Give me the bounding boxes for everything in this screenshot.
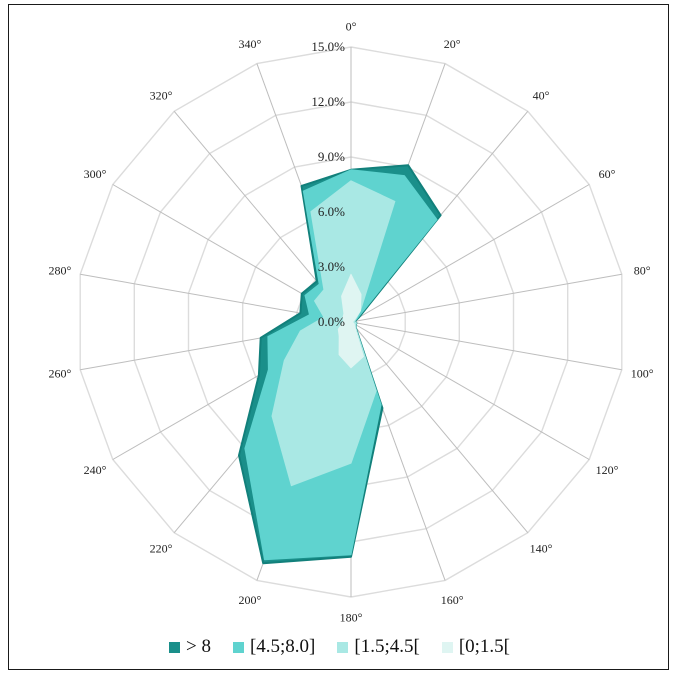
legend-item-3: [0;1.5[ [441,636,511,658]
grid-spoke-5 [350,321,622,371]
grid-spoke-7 [350,321,529,534]
legend-swatch-2 [337,641,349,653]
legend-item-0: > 8 [168,636,211,658]
radial-tick-label-5: 15.0% [311,39,345,54]
legend-swatch-0 [168,641,180,653]
legend-label-2: [1.5;4.5[ [354,636,420,657]
direction-label-12: 240° [84,463,107,477]
direction-label-14: 280° [48,264,71,278]
legend-label-3: [0;1.5[ [458,636,511,657]
direction-label-7: 140° [530,542,553,556]
grid-spoke-6 [350,321,590,460]
direction-label-15: 300° [84,167,107,181]
legend-label-0: > 8 [185,636,211,657]
grid-spoke-3 [350,184,590,323]
direction-label-0: 0° [346,19,357,33]
grid-spoke-4 [350,273,622,323]
legend-item-2: [1.5;4.5[ [337,636,420,658]
direction-label-11: 220° [150,542,173,556]
series-area-3 [337,273,364,369]
direction-label-10: 200° [238,593,261,607]
legend-swatch-1 [232,641,244,653]
direction-label-6: 120° [596,463,619,477]
series-layer [238,164,442,565]
direction-label-13: 260° [48,366,71,380]
direction-label-3: 60° [599,167,616,181]
legend: > 8 [4.5;8.0] [1.5;4.5[ [0;1.5[ [0,632,679,662]
direction-label-5: 100° [631,366,654,380]
radial-tick-label-3: 9.0% [318,149,345,164]
radial-tick-label-2: 6.0% [318,204,345,219]
direction-label-16: 320° [150,89,173,103]
radial-ticks: 0.0% 3.0% 6.0% 9.0% 12.0% 15.0% [311,39,345,329]
direction-label-2: 40° [533,89,550,103]
radial-tick-label-1: 3.0% [318,259,345,274]
direction-label-4: 80° [634,264,651,278]
legend-item-1: [4.5;8.0] [232,636,316,658]
legend-swatch-3 [441,641,453,653]
direction-labels: 0° 20° 40° 60° 80° 100° 120° 140° 160° 180° 200° 22… [48,19,653,624]
radial-tick-label-0: 0.0% [318,314,345,329]
series-area-2 [271,180,396,487]
legend-label-1: [4.5;8.0] [249,636,316,657]
direction-label-17: 340° [238,37,261,51]
direction-label-8: 160° [441,593,464,607]
direction-label-9: 180° [340,611,363,625]
direction-label-1: 20° [444,37,461,51]
radial-tick-label-4: 12.0% [311,94,345,109]
